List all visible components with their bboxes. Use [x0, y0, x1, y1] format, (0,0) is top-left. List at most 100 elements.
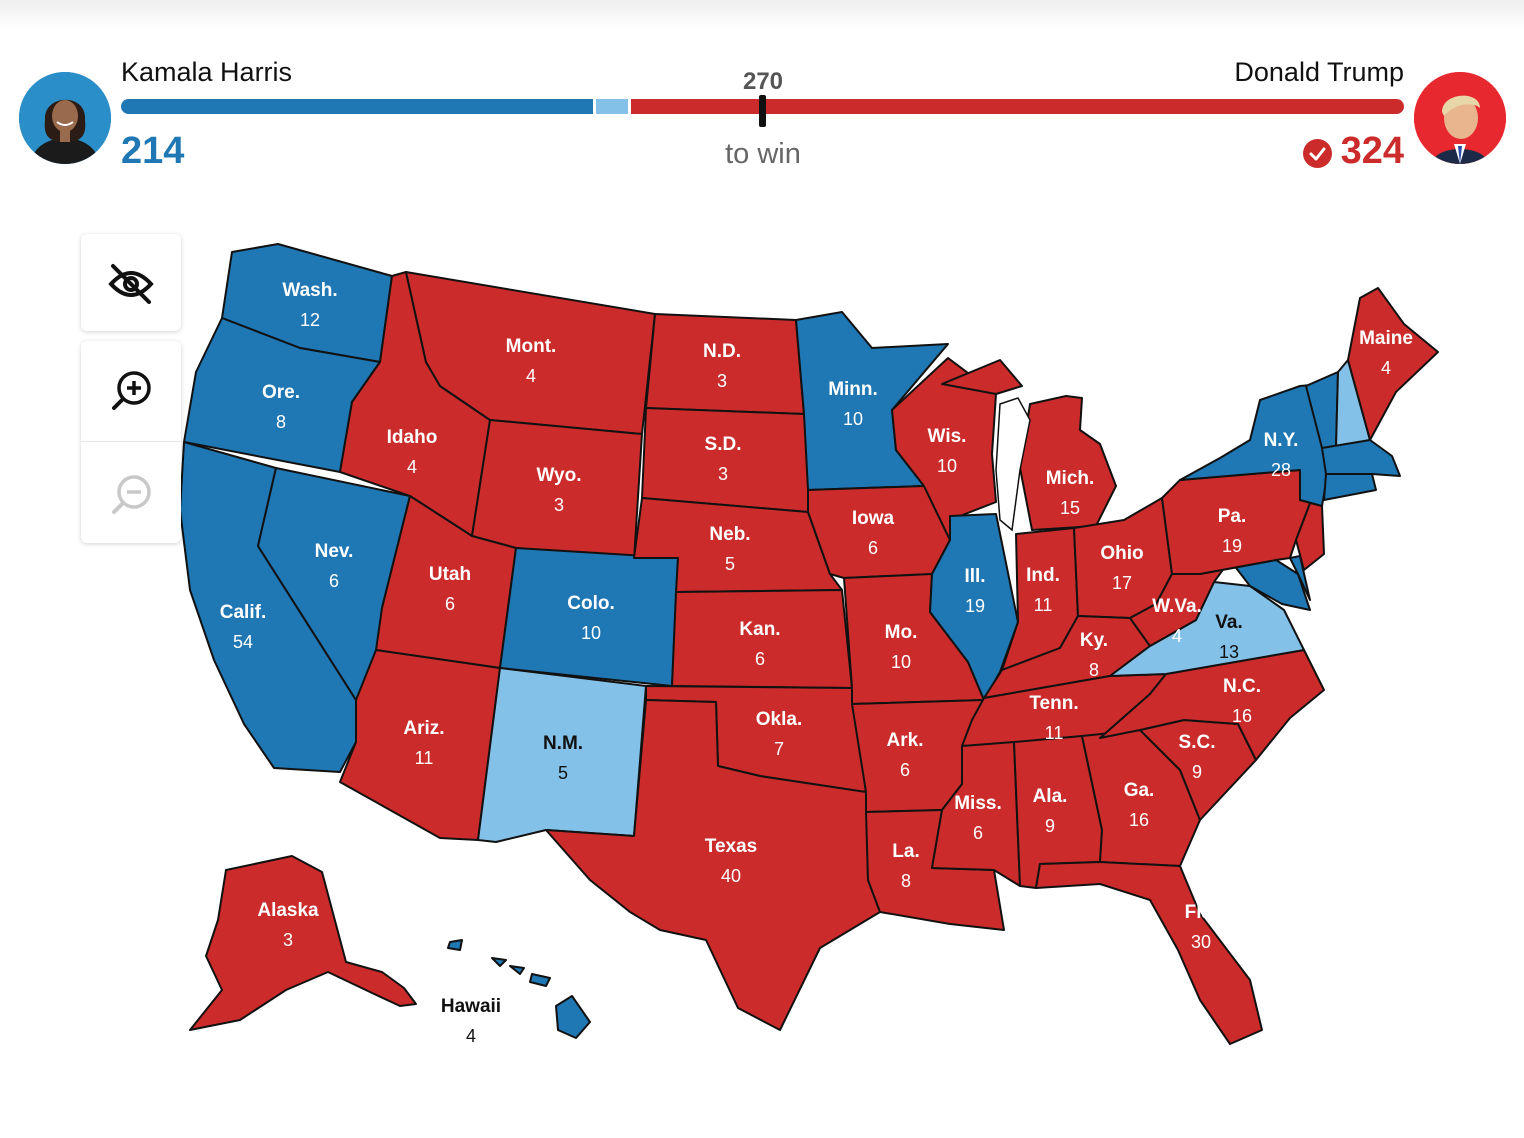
state-ma[interactable]	[1321, 439, 1401, 477]
state-nc[interactable]	[1099, 649, 1325, 761]
rep-bar	[631, 99, 1404, 114]
state-electoral-votes: 8	[1089, 660, 1099, 680]
state-electoral-votes: 4	[1172, 626, 1182, 646]
harris-name: Kamala Harris	[121, 57, 293, 87]
state-name: Utah	[429, 564, 471, 585]
state-electoral-votes: 4	[1381, 358, 1391, 378]
state-electoral-votes: 4	[407, 457, 417, 477]
state-name: Ga.	[1124, 780, 1155, 801]
state-wy[interactable]	[471, 419, 643, 561]
state-electoral-votes: 11	[1034, 595, 1053, 615]
state-electoral-votes: 5	[558, 763, 568, 783]
state-name: Mo.	[885, 622, 918, 643]
state-name: N.M.	[543, 733, 583, 754]
state-name: Ariz.	[403, 718, 444, 739]
state-label-maine: Maine 4	[1359, 328, 1413, 378]
state-electoral-votes: 10	[843, 409, 863, 429]
state-name: Wis.	[928, 426, 967, 447]
state-name: Colo.	[567, 593, 615, 614]
state-label-idaho: Idaho 4	[387, 427, 438, 477]
state-me[interactable]	[1347, 287, 1439, 441]
state-name: Kan.	[739, 619, 780, 640]
state-name: Va.	[1215, 612, 1242, 633]
state-name: Ohio	[1100, 543, 1143, 564]
state-label-ga: Ga. 16	[1124, 780, 1155, 830]
threshold-marker	[759, 95, 766, 127]
state-label-nc: N.C. 16	[1223, 676, 1261, 726]
state-electoral-votes: 8	[276, 412, 286, 432]
state-label-utah: Utah 6	[429, 564, 471, 614]
state-name: N.C.	[1223, 676, 1261, 697]
state-label-mo: Mo. 10	[885, 622, 918, 672]
state-name: Calif.	[220, 602, 266, 623]
state-name: Ind.	[1026, 565, 1060, 586]
state-tx[interactable]	[545, 699, 881, 1031]
state-label-wyo: Wyo. 3	[536, 465, 581, 515]
state-electoral-votes: 3	[717, 371, 727, 391]
state-mi[interactable]	[941, 359, 1117, 531]
state-ia[interactable]	[807, 485, 951, 579]
state-electoral-votes: 10	[937, 456, 957, 476]
state-az[interactable]	[339, 649, 501, 841]
state-name: Ala.	[1033, 786, 1068, 807]
zoom-controls	[81, 341, 181, 543]
state-name: Ill.	[964, 566, 985, 587]
state-name: Mich.	[1046, 468, 1095, 489]
state-name: Wyo.	[536, 465, 581, 486]
state-label-sc: S.C. 9	[1179, 732, 1216, 782]
state-electoral-votes: 11	[1045, 723, 1064, 743]
state-label-ny: N.Y. 28	[1264, 430, 1299, 480]
state-label-ohio: Ohio 17	[1100, 543, 1143, 593]
state-electoral-votes: 6	[329, 571, 339, 591]
state-label-mich: Mich. 15	[1046, 468, 1095, 518]
state-name: Hawaii	[441, 996, 501, 1017]
state-name: Nev.	[315, 541, 354, 562]
state-electoral-votes: 4	[466, 1026, 476, 1046]
state-label-ill: Ill. 19	[964, 566, 985, 616]
state-label-va: Va. 13	[1215, 612, 1242, 662]
state-label-tenn: Tenn. 11	[1029, 693, 1078, 743]
state-fl[interactable]	[1035, 861, 1263, 1045]
state-ct-ri[interactable]	[1323, 473, 1377, 501]
state-label-wash: Wash. 12	[282, 280, 337, 330]
state-name: Ore.	[262, 382, 300, 403]
state-sd[interactable]	[641, 407, 813, 513]
state-label-ind: Ind. 11	[1026, 565, 1060, 615]
zoom-out-icon	[112, 475, 151, 514]
state-ak[interactable]	[189, 855, 417, 1031]
state-il[interactable]	[929, 513, 1019, 701]
state-label-calif: Calif. 54	[220, 602, 266, 652]
state-co[interactable]	[499, 547, 679, 687]
state-electoral-votes: 10	[581, 623, 601, 643]
zoom-out-button[interactable]	[81, 442, 181, 542]
zoom-in-button[interactable]	[81, 341, 181, 442]
state-name: Pa.	[1218, 506, 1247, 527]
threshold-number: 270	[742, 68, 784, 95]
hide-labels-button[interactable]	[81, 234, 181, 331]
state-de[interactable]	[1289, 555, 1311, 601]
state-name: W.Va.	[1152, 596, 1202, 617]
state-label-okla: Okla. 7	[756, 709, 802, 759]
state-label-mont: Mont. 4	[506, 336, 557, 386]
state-label-wva: W.Va. 4	[1152, 596, 1202, 646]
state-electoral-votes: 9	[1045, 816, 1055, 836]
state-nd[interactable]	[645, 313, 805, 415]
dem-solid-bar	[121, 99, 593, 114]
state-electoral-votes: 13	[1219, 642, 1239, 662]
state-label-neb: Neb. 5	[709, 524, 750, 574]
state-name: Maine	[1359, 328, 1413, 349]
state-nm[interactable]	[477, 667, 647, 843]
state-electoral-votes: 6	[868, 538, 878, 558]
state-label-ky: Ky. 8	[1080, 630, 1108, 680]
state-label-iowa: Iowa 6	[852, 508, 895, 558]
state-electoral-votes: 8	[901, 871, 911, 891]
state-hi[interactable]	[555, 995, 591, 1039]
threshold-label: to win	[725, 138, 801, 170]
state-label-nd: N.D. 3	[703, 341, 741, 391]
state-label-ariz: Ariz. 11	[403, 718, 444, 768]
state-electoral-votes: 12	[300, 310, 320, 330]
state-electoral-votes: 28	[1271, 460, 1291, 480]
state-electoral-votes: 5	[725, 554, 735, 574]
state-hi-island[interactable]	[447, 939, 551, 987]
